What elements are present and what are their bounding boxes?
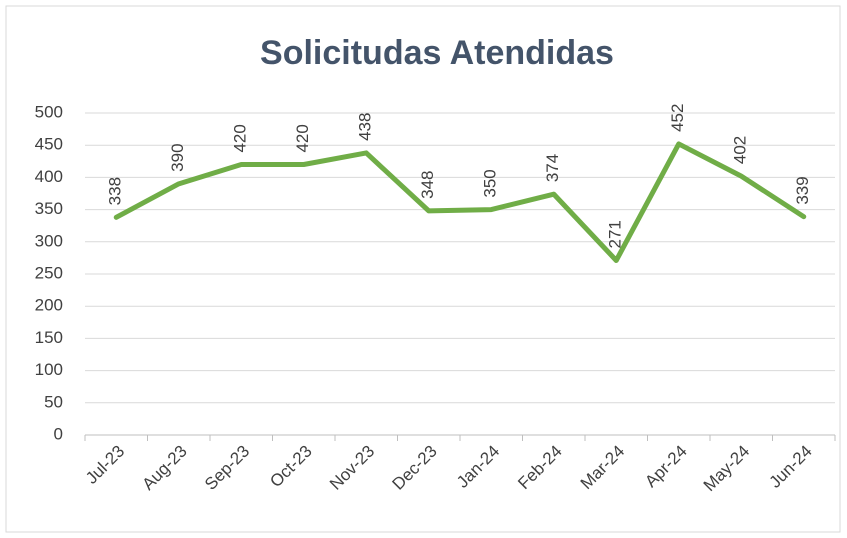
data-label: 339	[793, 176, 812, 204]
y-tick-label: 50	[44, 392, 63, 411]
y-tick-label: 300	[35, 231, 63, 250]
chart-title: Solicitudas Atendidas	[260, 34, 614, 72]
y-tick-label: 100	[35, 360, 63, 379]
data-label: 402	[731, 136, 750, 164]
y-tick-label: 150	[35, 328, 63, 347]
y-tick-label: 200	[35, 296, 63, 315]
data-label: 390	[168, 143, 187, 171]
data-line	[113, 141, 807, 263]
data-label: 374	[543, 154, 562, 182]
data-label: 338	[106, 177, 125, 205]
y-tick-label: 500	[35, 102, 63, 121]
data-label: 420	[231, 124, 250, 152]
data-label: 452	[668, 104, 687, 132]
data-label: 271	[606, 220, 625, 248]
y-tick-label: 400	[35, 167, 63, 186]
chart-border	[5, 5, 841, 533]
y-tick-label: 250	[35, 263, 63, 282]
data-label: 438	[356, 113, 375, 141]
y-tick-label: 350	[35, 199, 63, 218]
data-label: 420	[293, 124, 312, 152]
data-label: 348	[418, 171, 437, 199]
y-tick-label: 0	[54, 424, 63, 443]
y-tick-label: 450	[35, 135, 63, 154]
data-label: 350	[481, 169, 500, 197]
